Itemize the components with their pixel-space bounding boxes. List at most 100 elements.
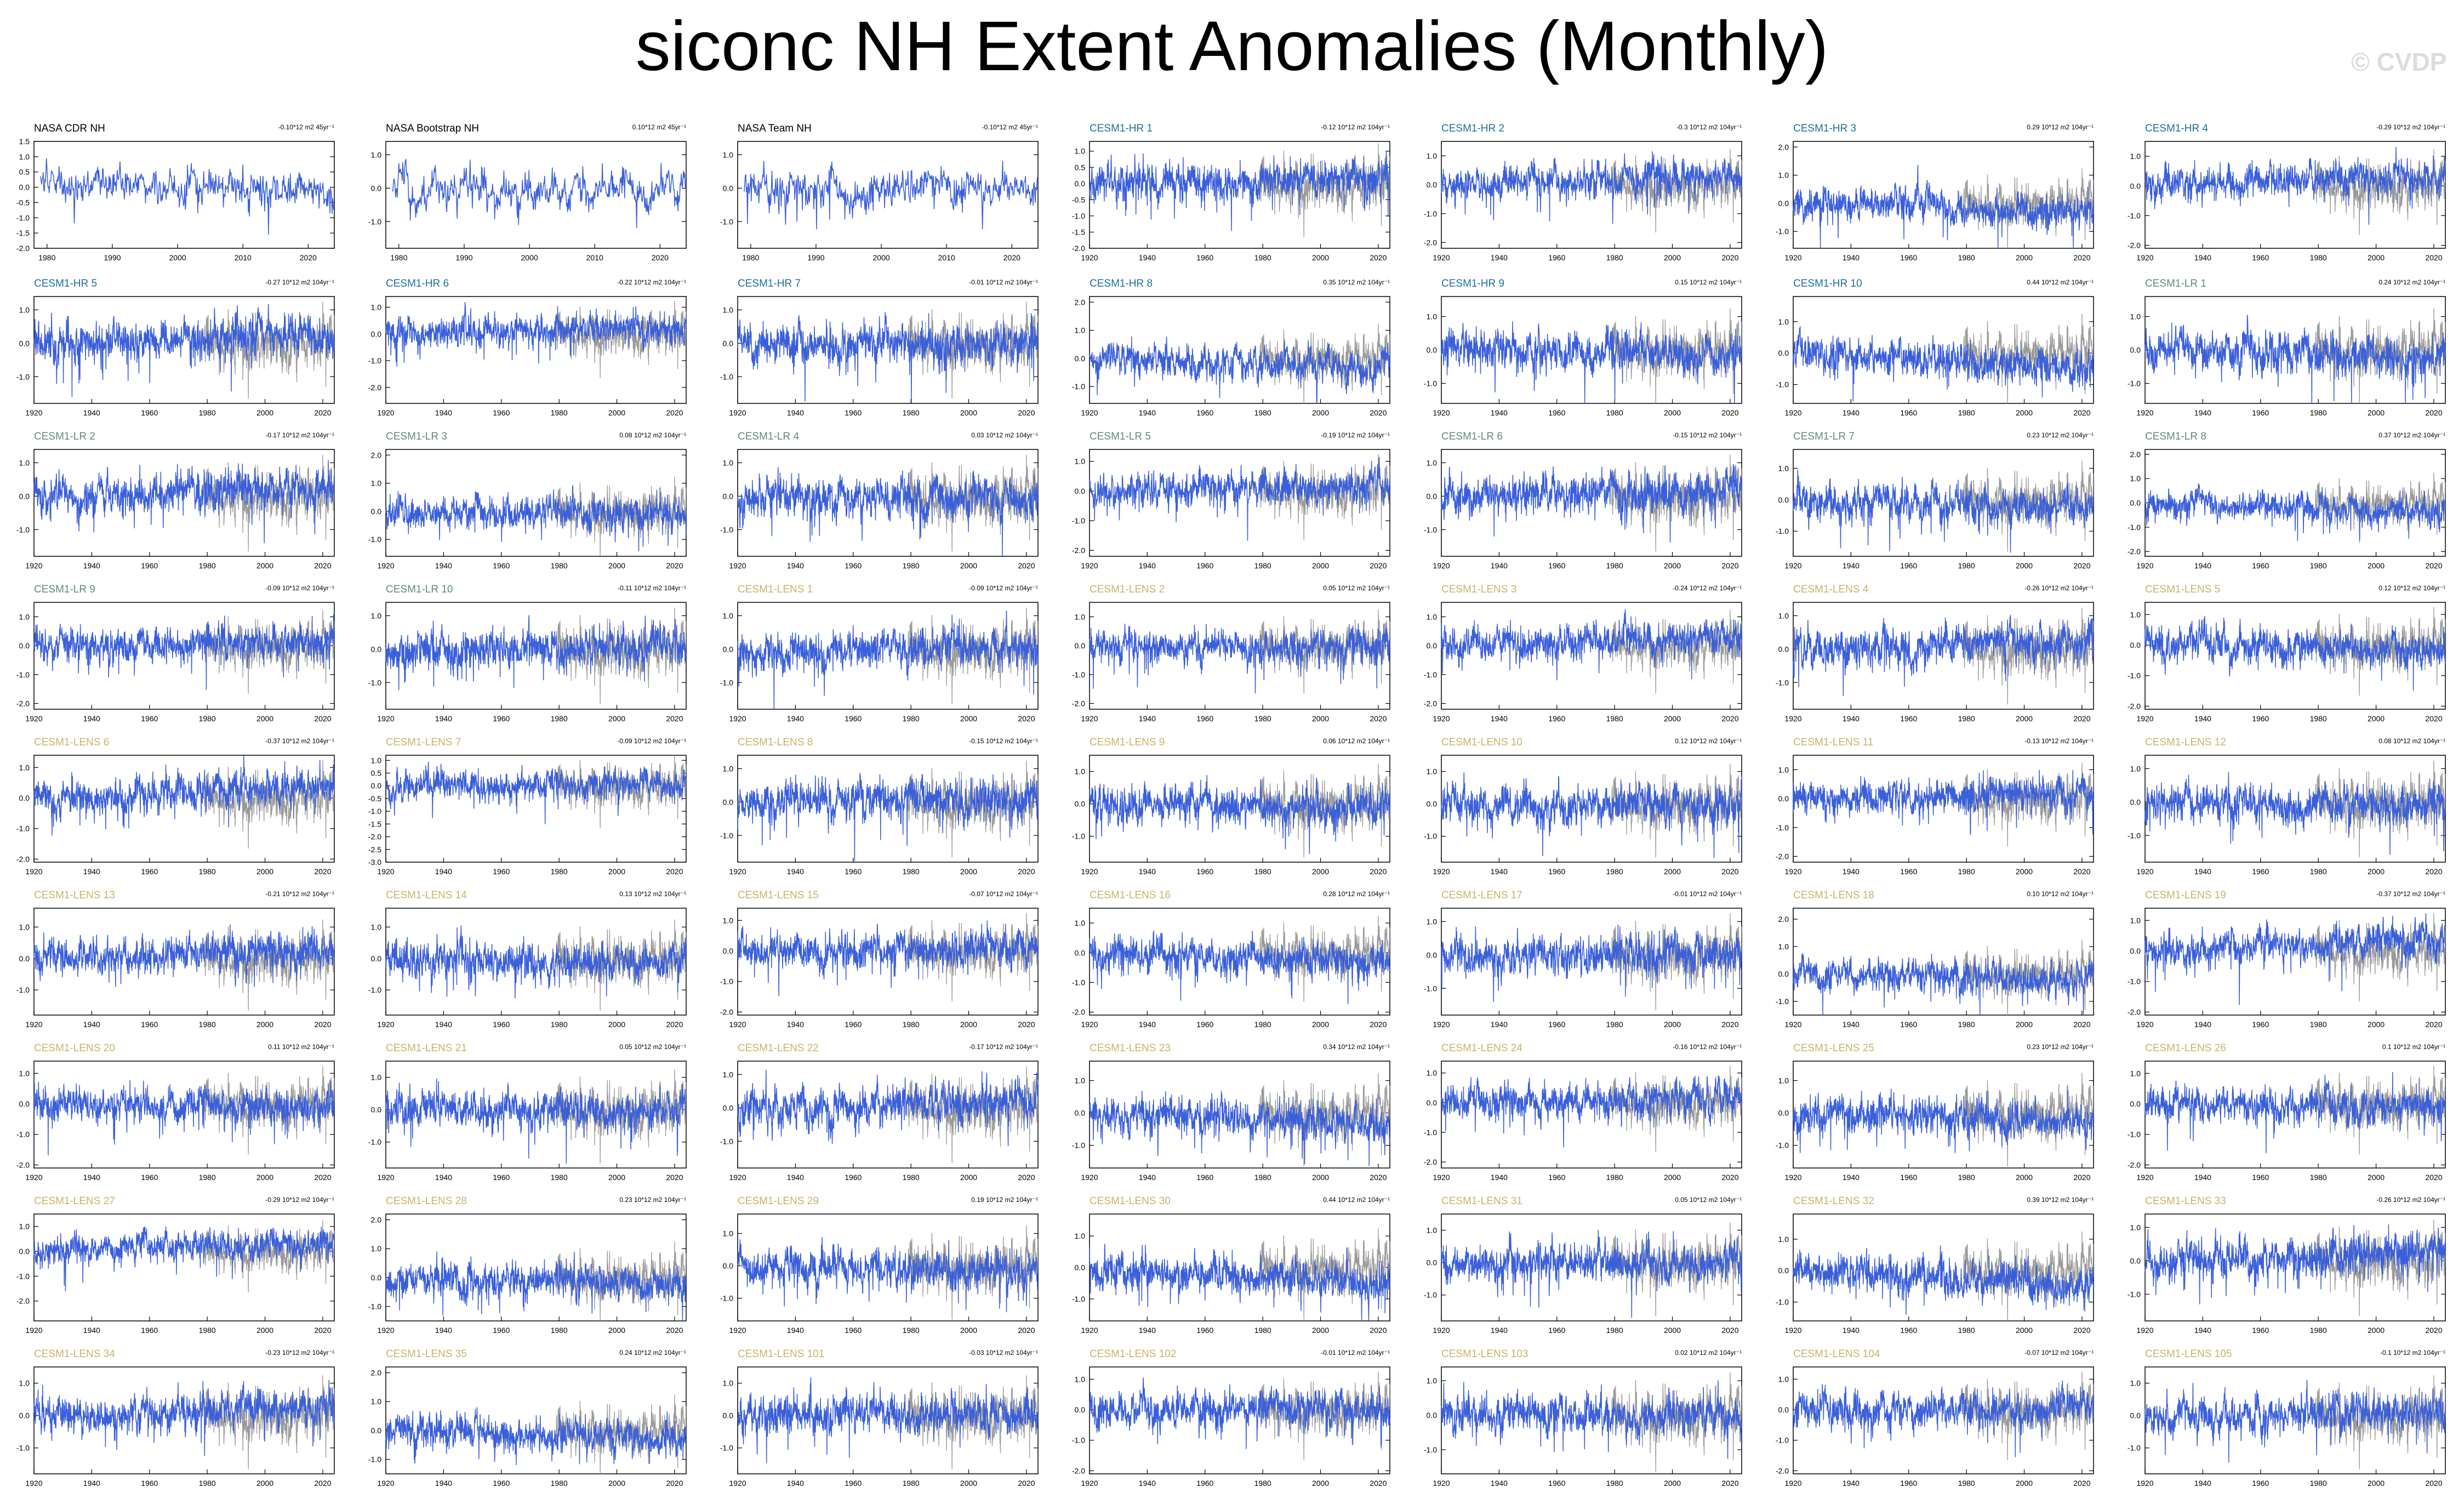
plot-frame — [737, 908, 1039, 1016]
panel-2: NASA Team NH -0.10*12 m2 45yr⁻¹ 1.0 0.0 -1.0… — [720, 123, 1039, 262]
x-tick-label: 1920 — [1081, 253, 1098, 262]
panel-52: CESM1-LENS 30 0.44 10*12 m2 104yr⁻¹ 1.0 0.0… — [1072, 1195, 1390, 1335]
panel-trend: -0.21 10*12 m2 104yr⁻¹ — [265, 890, 334, 898]
series-line — [385, 761, 687, 824]
plot-frame — [33, 1213, 335, 1321]
y-tick-label: 1.0 — [19, 922, 30, 931]
x-tick-label: 2020 — [314, 1020, 331, 1029]
x-tick-label: 2020 — [2425, 867, 2442, 876]
panel-51: CESM1-LENS 29 0.19 10*12 m2 104yr⁻¹ 1.0 0.0… — [720, 1195, 1039, 1335]
panel-trend: -0.19 10*12 m2 104yr⁻¹ — [1321, 431, 1390, 439]
plot-frame — [737, 1366, 1039, 1474]
x-tick-label: 1960 — [2252, 1173, 2269, 1182]
x-tick-label: 1960 — [1196, 1020, 1213, 1029]
y-tick-label: 0.5 — [371, 769, 382, 778]
x-tick-label: 1920 — [1784, 1173, 1801, 1182]
y-tick-label: -1.0 — [2128, 523, 2141, 532]
obs-series-line — [556, 1241, 687, 1321]
x-tick-label: 1920 — [1784, 1326, 1801, 1335]
plot-frame — [33, 449, 335, 557]
x-tick-label: 2020 — [314, 408, 331, 417]
y-tick-label: 0.0 — [371, 1426, 382, 1435]
x-tick-label: 1920 — [1433, 1173, 1450, 1182]
series-line — [2144, 616, 2446, 691]
series-line — [1441, 464, 1742, 543]
y-tick-label: 0.0 — [723, 1103, 734, 1112]
y-tick-label: 1.0 — [19, 458, 30, 467]
series-line — [1089, 1091, 1390, 1166]
x-tick-label: 1940 — [2194, 1020, 2211, 1029]
obs-series-line — [1259, 763, 1390, 858]
x-tick-label: 1960 — [2252, 253, 2269, 262]
x-tick-label: 1940 — [1843, 253, 1860, 262]
x-tick-label: 1940 — [435, 1020, 452, 1029]
x-tick-label: 2020 — [2073, 1173, 2090, 1182]
x-tick-label: 1920 — [729, 408, 746, 417]
x-tick-label: 1960 — [1196, 714, 1213, 723]
x-tick-label: 2000 — [2016, 1326, 2033, 1335]
panel-60: CESM1-LENS 103 0.02 10*12 m2 104yr⁻¹ 1.0 0.… — [1424, 1348, 1742, 1488]
series-line — [385, 1251, 687, 1321]
y-tick-label: 1.0 — [1075, 612, 1086, 621]
panel-title: CESM1-LENS 26 — [2145, 1042, 2226, 1054]
panel-47: CESM1-LENS 25 0.23 10*12 m2 104yr⁻¹ 1.0 0.0… — [1776, 1042, 2094, 1182]
x-tick-label: 1920 — [1784, 408, 1801, 417]
y-tick-label: -1.0 — [1776, 527, 1789, 535]
panel-trend: -0.3 10*12 m2 104yr⁻¹ — [1676, 123, 1742, 131]
panel-trend: -0.01 10*12 m2 104yr⁻¹ — [1673, 890, 1742, 898]
y-tick-label: 0.0 — [1778, 970, 1789, 978]
x-tick-label: 1980 — [38, 253, 55, 262]
x-tick-label: 1980 — [1606, 1020, 1623, 1029]
x-tick-label: 1920 — [377, 867, 394, 876]
panel-trend: -0.01 10*12 m2 104yr⁻¹ — [1321, 1349, 1390, 1357]
obs-series-line — [204, 919, 335, 1011]
x-tick-label: 1920 — [1784, 1479, 1801, 1488]
y-tick-label: -1.0 — [1424, 209, 1437, 218]
panel-trend: -0.29 10*12 m2 104yr⁻¹ — [2376, 123, 2445, 131]
y-tick-label: 1.0 — [2130, 474, 2141, 483]
panel-title: CESM1-LENS 15 — [738, 890, 819, 901]
plot-frame — [1441, 602, 1742, 710]
y-tick-label: -1.0 — [1072, 978, 1085, 987]
panel-trend: 0.06 10*12 m2 104yr⁻¹ — [1323, 737, 1390, 745]
x-tick-label: 2000 — [873, 253, 890, 262]
x-tick-label: 1920 — [25, 1479, 42, 1488]
x-tick-label: 1980 — [1606, 714, 1623, 723]
plot-frame — [1793, 296, 2094, 404]
panel-title: CESM1-HR 6 — [386, 278, 449, 289]
panel-trend: 0.34 10*12 m2 104yr⁻¹ — [1323, 1043, 1390, 1051]
y-tick-label: -1.0 — [2128, 211, 2141, 220]
y-tick-label: -1.0 — [2128, 1290, 2141, 1298]
panel-36: CESM1-LENS 14 0.13 10*12 m2 104yr⁻¹ 1.0 0.0… — [368, 890, 687, 1029]
y-tick-label: 1.0 — [371, 150, 382, 159]
plot-frame — [33, 755, 335, 863]
x-tick-label: 1940 — [787, 1173, 804, 1182]
x-tick-label: 2020 — [300, 253, 317, 262]
y-tick-label: -1.0 — [1424, 832, 1437, 841]
x-tick-label: 2020 — [1721, 253, 1738, 262]
y-tick-label: -1.0 — [1072, 1141, 1085, 1150]
x-tick-label: 1960 — [2252, 1020, 2269, 1029]
x-tick-label: 1940 — [2194, 408, 2211, 417]
y-tick-label: 1.0 — [1778, 942, 1789, 951]
panel-title: CESM1-LENS 16 — [1090, 890, 1171, 901]
panel-title: CESM1-LENS 35 — [386, 1348, 467, 1360]
y-tick-label: -1.0 — [2128, 671, 2141, 680]
y-tick-label: 0.5 — [1075, 163, 1086, 172]
x-tick-label: 2000 — [1664, 1326, 1681, 1335]
panel-21: CESM1-LR 9 -0.09 10*12 m2 104yr⁻¹ 1.0 0.0 -1… — [16, 584, 335, 723]
x-tick-label: 2000 — [1664, 253, 1681, 262]
y-tick-label: 0.0 — [2130, 797, 2141, 806]
x-tick-label: 2000 — [256, 1326, 273, 1335]
panel-trend: -0.07 10*12 m2 104yr⁻¹ — [2024, 1349, 2094, 1357]
obs-series-line — [2315, 1375, 2446, 1469]
y-tick-label: 1.0 — [723, 150, 734, 159]
x-tick-label: 2020 — [2073, 1326, 2090, 1335]
x-tick-label: 2020 — [2073, 561, 2090, 570]
y-tick-label: 0.0 — [723, 645, 734, 653]
series-line — [737, 1237, 1039, 1313]
series-line — [737, 920, 1039, 996]
x-tick-label: 1940 — [83, 867, 100, 876]
x-tick-label: 1980 — [2310, 867, 2327, 876]
x-tick-label: 1940 — [1843, 1173, 1860, 1182]
